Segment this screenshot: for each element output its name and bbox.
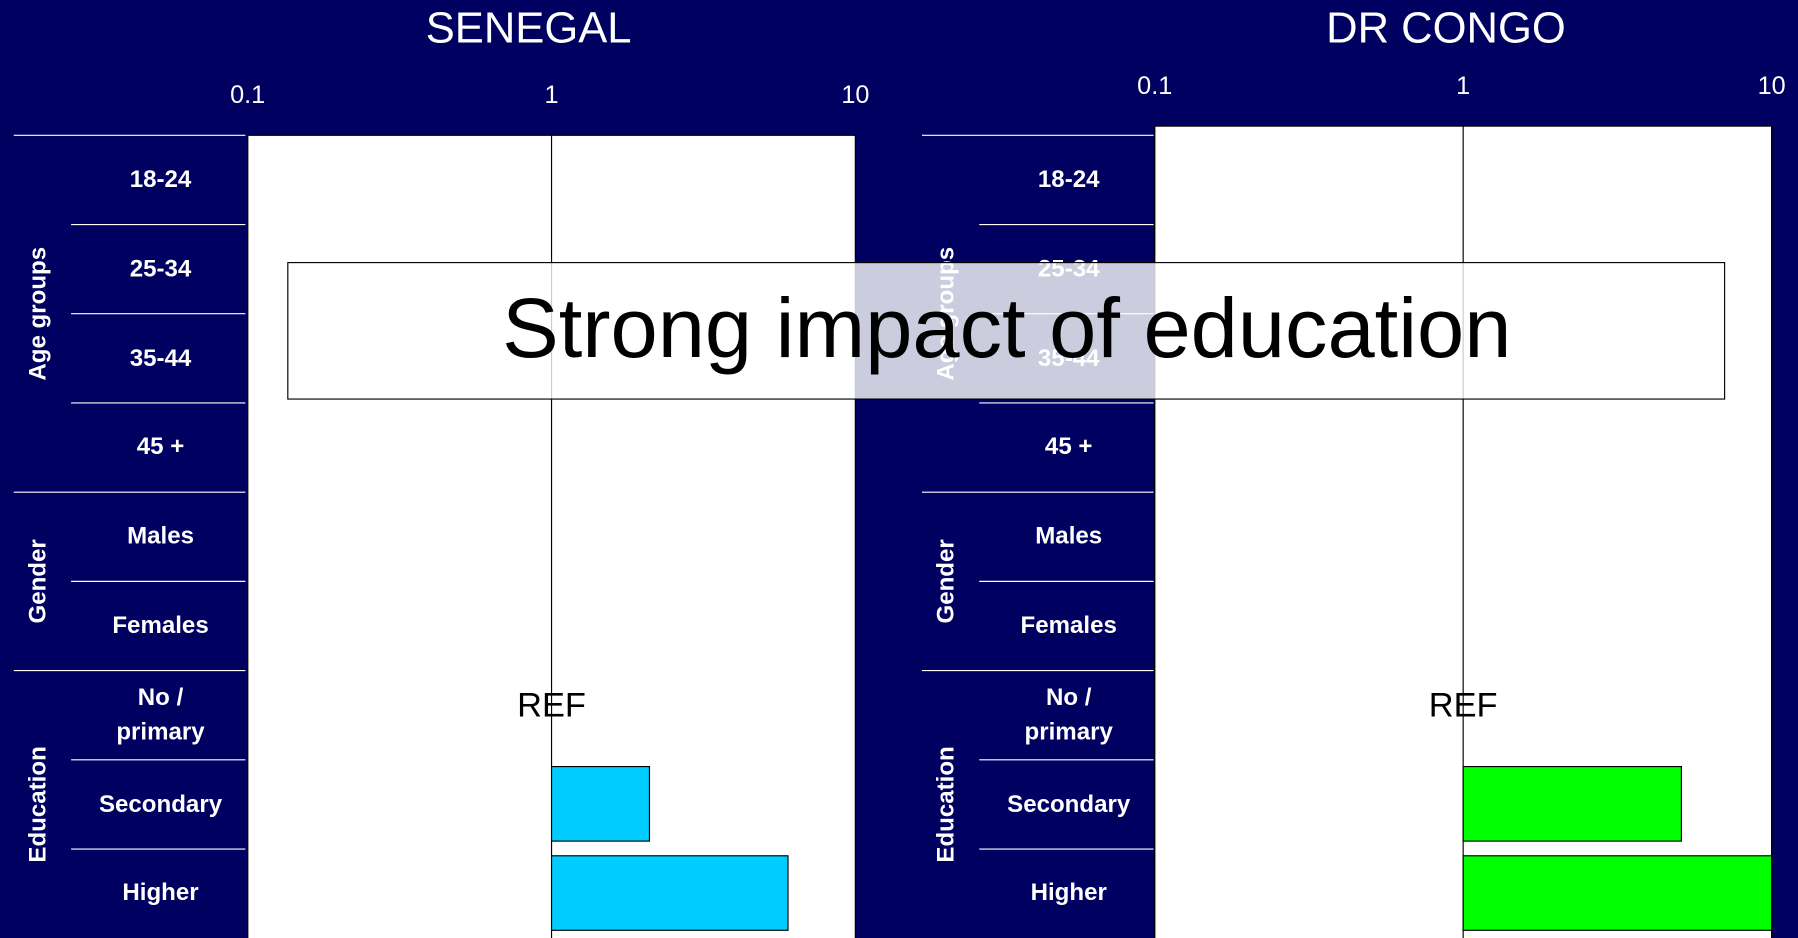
category-label-wrap: Males [1006, 500, 1132, 573]
category-label-wrap: Higher [97, 857, 223, 930]
category-label-wrap: Males [97, 500, 223, 573]
group-label: Age groups [24, 247, 51, 381]
category-label: 25-34 [129, 255, 192, 282]
annotation-text: Strong impact of education [502, 280, 1511, 375]
category-label-box: No / primary [1006, 678, 1132, 751]
category-label-wrap: 35-44 [97, 322, 223, 395]
category-label-box: No / primary [97, 678, 223, 751]
category-label-box: Secondary [1006, 768, 1132, 841]
category-label: Secondary [1007, 790, 1131, 818]
x-tick-label: 1 [1456, 72, 1470, 100]
category-label-wrap: 18-24 [97, 143, 223, 216]
category-label-wrap: Higher [1006, 857, 1132, 930]
ref-label: REF [1429, 686, 1498, 724]
x-tick-label: 0.1 [1137, 72, 1172, 100]
category-label-wrap: Females [1006, 589, 1132, 662]
group-label: Gender [933, 539, 960, 623]
category-label-wrap: 18-24 [1006, 143, 1132, 216]
category-label-box: Higher [1006, 857, 1132, 930]
group-label: Gender [24, 539, 51, 623]
category-label-box: 25-34 [97, 232, 223, 305]
category-label-wrap: Secondary [97, 768, 223, 841]
category-label-box: Females [1006, 589, 1132, 662]
category-label: Higher [1030, 879, 1107, 907]
category-label-box: Males [97, 500, 223, 573]
category-label-wrap: Females [97, 589, 223, 662]
category-label: 45 + [1044, 433, 1093, 461]
category-label: No / primary [1024, 684, 1113, 745]
category-label: 35-44 [129, 344, 192, 371]
group-label: Education [24, 746, 51, 862]
ref-label: REF [517, 686, 586, 724]
category-label: Higher [122, 879, 199, 907]
bar [550, 765, 651, 842]
bar [1462, 765, 1682, 842]
bar [1462, 855, 1773, 931]
category-label-wrap: 25-34 [97, 232, 223, 305]
category-label-wrap: Secondary [1006, 768, 1132, 841]
group-label: Education [933, 746, 960, 862]
category-label-wrap: No / primary [97, 678, 223, 751]
category-label-box: Secondary [97, 768, 223, 841]
category-label: Males [127, 523, 195, 550]
x-tick-label: 10 [1758, 72, 1786, 100]
category-label: 45 + [136, 433, 185, 461]
category-label: Females [1020, 612, 1117, 639]
x-tick-label: 0.1 [230, 81, 265, 109]
category-label-wrap: 45 + [1006, 411, 1132, 484]
category-label-box: 45 + [1006, 411, 1132, 484]
category-label-box: 45 + [97, 411, 223, 484]
category-label: 18-24 [129, 166, 192, 193]
category-label-box: 18-24 [1006, 143, 1132, 216]
category-label-wrap: 45 + [97, 411, 223, 484]
category-label: Females [112, 612, 209, 639]
chart-title: SENEGAL [426, 4, 632, 52]
category-label: 18-24 [1037, 166, 1100, 193]
x-tick-label: 10 [841, 81, 869, 109]
category-label-wrap: No / primary [1006, 678, 1132, 751]
category-label: Secondary [98, 790, 223, 818]
category-label: No / primary [116, 684, 205, 745]
bar [550, 855, 789, 931]
chart-title: DR CONGO [1326, 4, 1566, 52]
x-tick-label: 1 [545, 81, 559, 109]
category-label-box: Males [1006, 500, 1132, 573]
category-label-box: 35-44 [97, 322, 223, 395]
category-label: Males [1035, 523, 1103, 550]
annotation-box [287, 262, 1726, 400]
category-label-box: 18-24 [97, 143, 223, 216]
category-label-box: Females [97, 589, 223, 662]
category-label-box: Higher [97, 857, 223, 930]
